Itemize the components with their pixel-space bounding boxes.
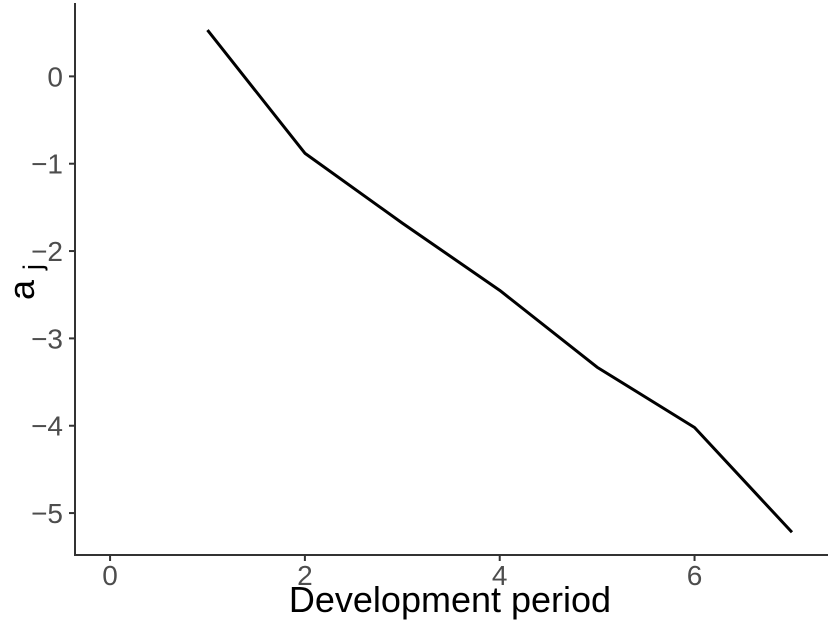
- x-tick-label: 2: [297, 560, 313, 591]
- y-tick-label: 0: [47, 61, 63, 92]
- y-tick-label: −1: [31, 149, 63, 180]
- y-tick-label: −4: [31, 411, 63, 442]
- x-axis-title: Development period: [289, 579, 611, 620]
- data-line: [206, 29, 794, 534]
- y-axis-title-subscript: j: [18, 264, 48, 271]
- plot-area: 0 2 4 6 0 −1 −2 −3 −4 −5: [31, 3, 828, 591]
- y-axis-title: a j: [1, 264, 48, 300]
- x-tick-label: 6: [687, 560, 703, 591]
- y-axis-title-main: a: [1, 279, 42, 300]
- x-tick-label: 0: [102, 560, 118, 591]
- y-tick-label: −3: [31, 323, 63, 354]
- y-tick-label: −5: [31, 498, 63, 529]
- x-tick-label: 4: [492, 560, 508, 591]
- y-tick-label: −2: [31, 236, 63, 267]
